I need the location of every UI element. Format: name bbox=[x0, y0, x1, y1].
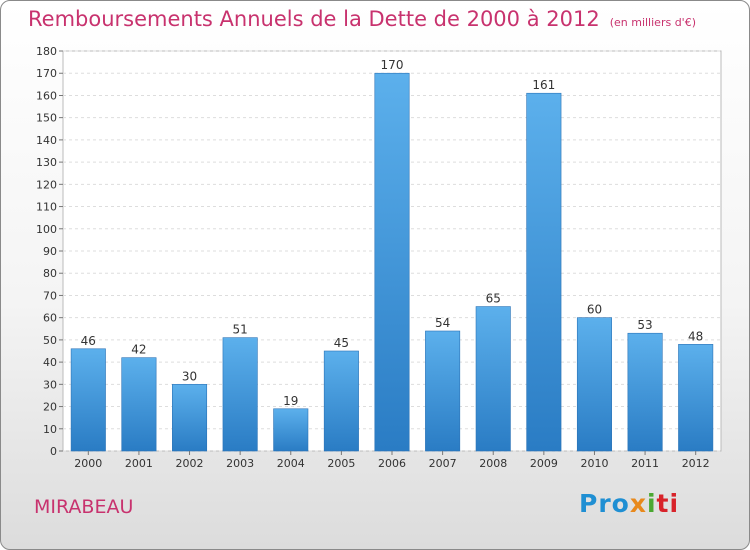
chart-title: Remboursements Annuels de la Dette de 20… bbox=[28, 7, 696, 31]
y-tick-label: 170 bbox=[36, 67, 57, 80]
x-axis-ticks: 2000 2001 2002 2003 2004 2005 2006 2007 2008 2009… bbox=[74, 451, 710, 470]
bar bbox=[678, 344, 714, 452]
bar bbox=[121, 357, 157, 452]
y-tick-label: 10 bbox=[43, 423, 57, 436]
bar bbox=[627, 332, 663, 452]
y-tick-label: 130 bbox=[36, 156, 57, 169]
chart-title-text: Remboursements Annuels de la Dette de 20… bbox=[28, 7, 600, 31]
x-tick-label: 2008 bbox=[479, 457, 507, 470]
data-label: 60 bbox=[587, 303, 602, 317]
y-tick-label: 80 bbox=[43, 267, 57, 280]
data-label: 54 bbox=[435, 316, 450, 330]
x-tick-label: 2005 bbox=[327, 457, 355, 470]
y-tick-label: 50 bbox=[43, 334, 57, 347]
data-label: 65 bbox=[486, 292, 501, 306]
y-tick-label: 90 bbox=[43, 245, 57, 258]
y-tick-label: 110 bbox=[36, 201, 57, 214]
x-tick-label: 2009 bbox=[530, 457, 558, 470]
data-label: 30 bbox=[182, 369, 197, 383]
y-tick-label: 40 bbox=[43, 356, 57, 369]
proxiti-logo: Proxiti bbox=[579, 489, 679, 518]
data-label: 170 bbox=[381, 58, 404, 72]
bar bbox=[323, 350, 359, 452]
y-tick-label: 150 bbox=[36, 112, 57, 125]
bar bbox=[273, 408, 309, 452]
x-tick-label: 2002 bbox=[176, 457, 204, 470]
y-tick-label: 20 bbox=[43, 401, 57, 414]
data-label: 45 bbox=[334, 336, 349, 350]
y-tick-label: 30 bbox=[43, 378, 57, 391]
logo-part-4: ti bbox=[656, 489, 680, 518]
data-label: 161 bbox=[532, 78, 555, 92]
data-label: 51 bbox=[233, 323, 248, 337]
y-tick-label: 180 bbox=[36, 45, 57, 58]
y-tick-label: 140 bbox=[36, 134, 57, 147]
x-tick-label: 2010 bbox=[580, 457, 608, 470]
bar bbox=[576, 317, 612, 452]
bar bbox=[425, 330, 461, 452]
x-tick-label: 2006 bbox=[378, 457, 406, 470]
data-label: 48 bbox=[688, 329, 703, 343]
x-tick-label: 2011 bbox=[631, 457, 659, 470]
logo-part-2: x bbox=[629, 489, 647, 518]
bar bbox=[374, 72, 410, 452]
x-tick-label: 2001 bbox=[125, 457, 153, 470]
x-tick-label: 2004 bbox=[277, 457, 305, 470]
y-tick-label: 160 bbox=[36, 89, 57, 102]
x-tick-label: 2000 bbox=[74, 457, 102, 470]
y-tick-label: 100 bbox=[36, 223, 57, 236]
bar bbox=[222, 337, 258, 452]
bar bbox=[475, 306, 511, 452]
logo-part-1: Pro bbox=[579, 489, 630, 518]
location-label: MIRABEAU bbox=[34, 496, 134, 518]
bars: 46 42 30 51 19 45 170 54 65 161 60 53 48 bbox=[70, 58, 714, 452]
y-tick-label: 60 bbox=[43, 312, 57, 325]
logo-part-3: i bbox=[646, 489, 657, 518]
bar bbox=[172, 384, 208, 452]
y-tick-label: 0 bbox=[50, 445, 57, 458]
x-tick-label: 2007 bbox=[429, 457, 457, 470]
chart-subtitle: (en milliers d'€) bbox=[609, 16, 696, 29]
bar bbox=[526, 92, 562, 452]
bar bbox=[70, 348, 106, 452]
x-tick-label: 2012 bbox=[682, 457, 710, 470]
x-tick-label: 2003 bbox=[226, 457, 254, 470]
y-tick-label: 120 bbox=[36, 178, 57, 191]
y-tick-label: 70 bbox=[43, 289, 57, 302]
data-label: 53 bbox=[637, 318, 652, 332]
data-label: 46 bbox=[81, 334, 96, 348]
data-label: 19 bbox=[283, 394, 298, 408]
y-axis-ticks: 0 10 20 30 40 50 60 70 80 90 100 110 120 130 140 150 160… bbox=[36, 45, 63, 458]
data-label: 42 bbox=[131, 343, 146, 357]
